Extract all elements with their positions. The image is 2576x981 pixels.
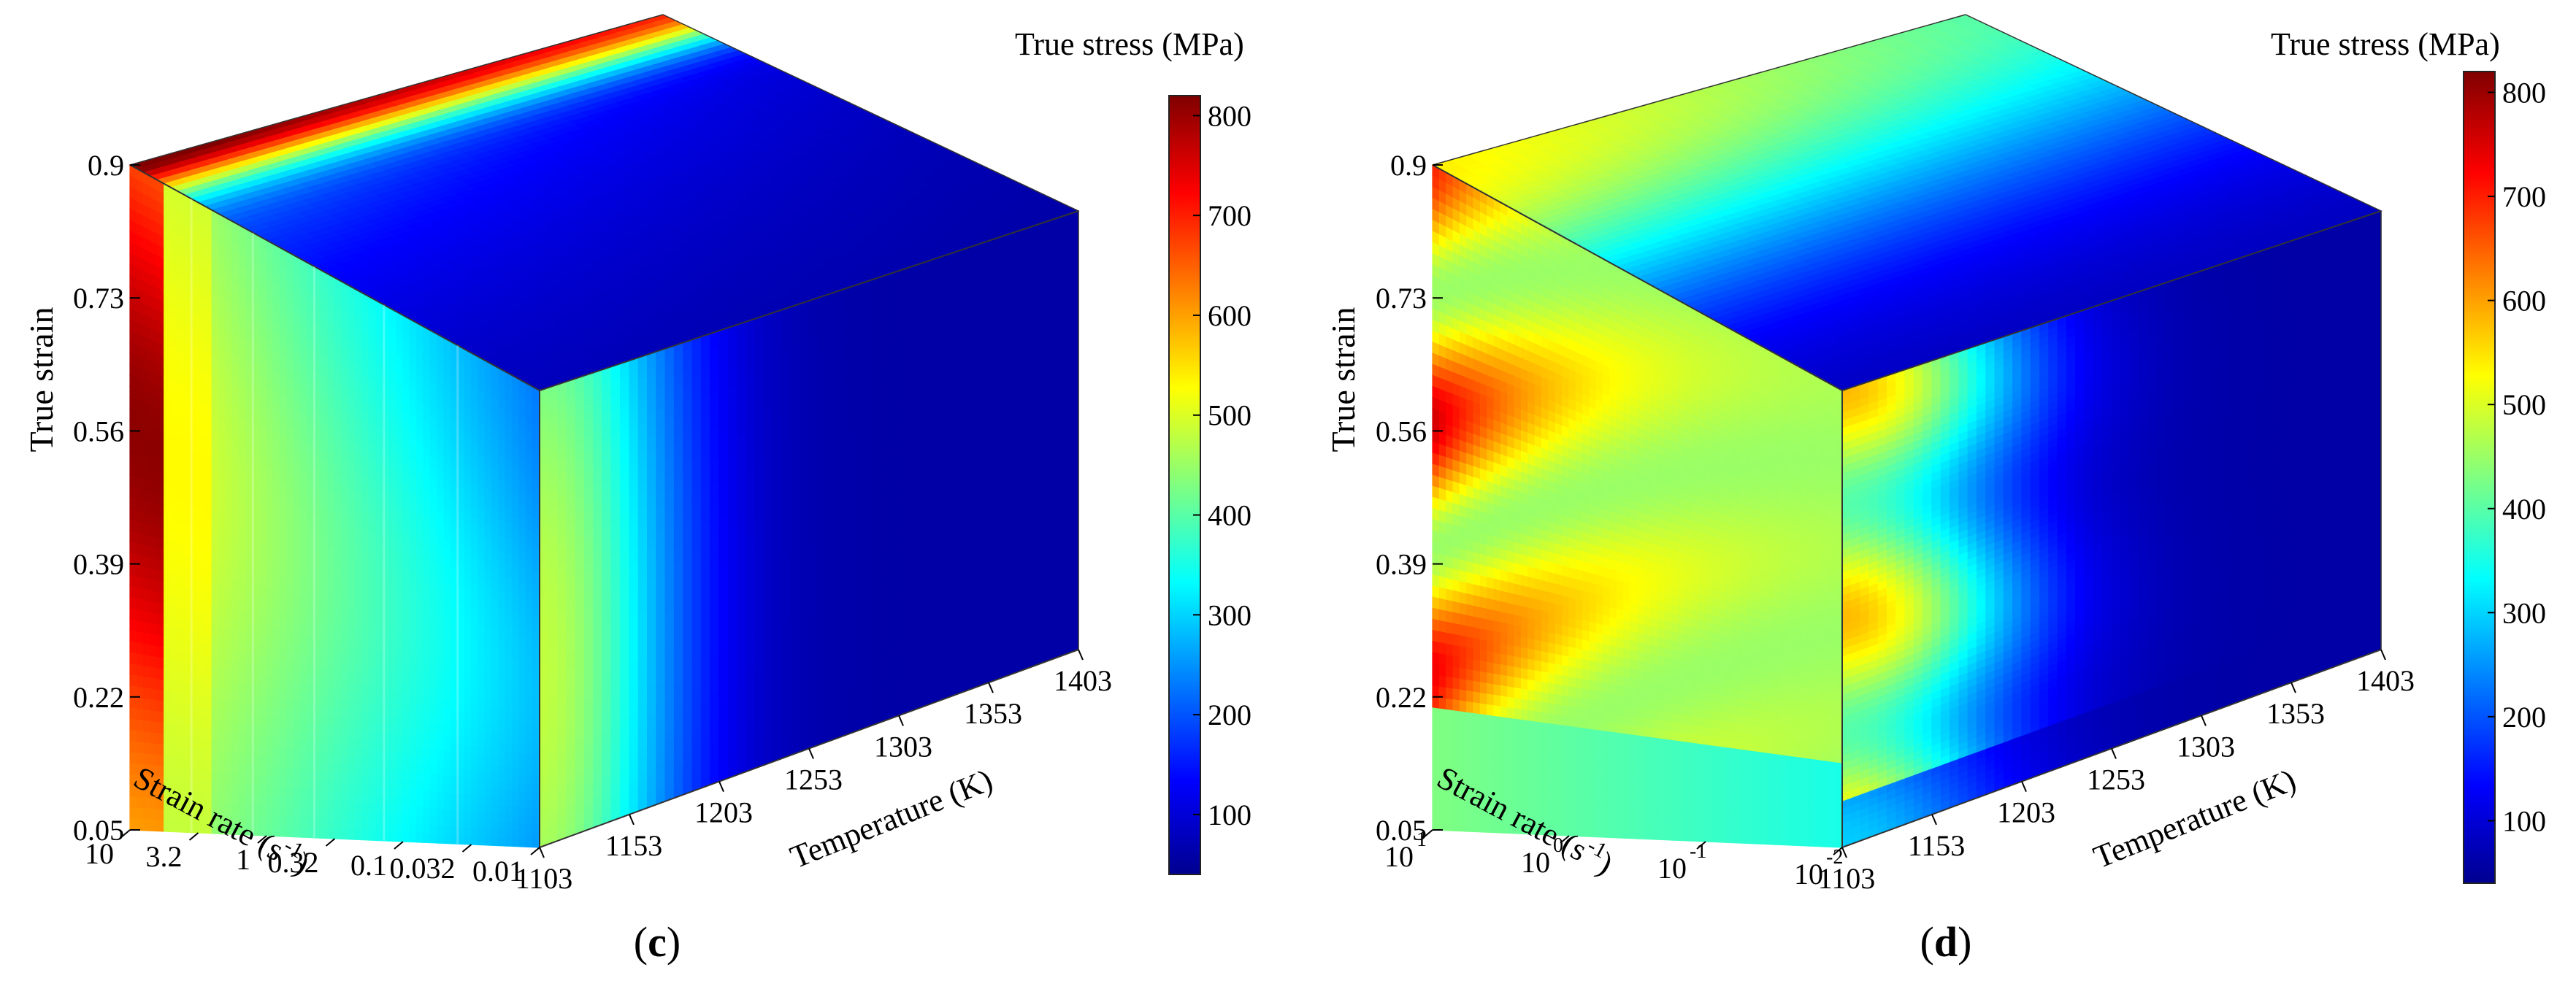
panel-d-colorbar-tick-label: 800 [2502,77,2546,109]
panel-c-colorbar-tick-label: 200 [1208,699,1251,731]
panel-d-strain-tick-label: 0.05 [1376,814,1427,847]
panel-c-colorbar-tick-label: 500 [1208,399,1251,432]
panel-d-colorbar-tick-label: 300 [2502,596,2546,629]
panel-c-strain-tick-label: 0.22 [73,681,124,714]
panel-d-temperature-tick-label: 1253 [2087,763,2145,796]
panel-d-colorbar-ticks: 100 200 300 400 500 600 700 800 [2488,77,2546,837]
panel-c-temperature-tick-label: 1403 [1054,664,1112,697]
panel-c-strain-rate-tick-label: 0.032 [390,852,456,885]
panel-d-strain-tick-label: 0.39 [1376,548,1427,581]
panel-c-strain-rate-tick-label: 1 [236,843,250,876]
panel-d-colorbar-title: True stress (MPa) [2271,26,2500,62]
panel-d-temperature-tick-label: 1303 [2177,730,2235,763]
panel-d-strain-rate-tick-base: 10 [1384,840,1414,873]
panel-d-temperature-tick-label: 1203 [1997,796,2055,829]
panel-d-strain-tick-label: 0.56 [1376,415,1427,447]
panel-d-strain-rate-tick-exponent: -1 [1690,840,1706,863]
panel-d-face-right [1841,210,2382,848]
panel-c-colorbar-tick-label: 700 [1208,199,1251,232]
panel-d-strain-rate-tick-exponent: 1 [1417,828,1427,851]
panel-c-face-top [129,14,1080,391]
panel-c-temperature-tick-label: 1353 [964,697,1022,730]
panel-d-strain-axis-label: True strain [1325,307,1362,453]
panel-c-strain-rate-tick-label: 10 [85,837,114,870]
panel-c-colorbar-ticks: 100 200 300 400 500 600 700 800 [1193,99,1251,831]
panel-d-colorbar [2463,71,2496,884]
panel-c-colorbar-title: True stress (MPa) [1015,26,1244,62]
panel-d-colorbar-tick-label: 200 [2502,701,2546,734]
panel-c-strain-tick-label: 0.9 [88,149,124,182]
panel-d-temperature-tick-label: 1353 [2266,697,2325,730]
panel-d-temperature-tick-label: 1153 [1908,829,1966,862]
panel-d-strain-rate-tick-base: 10 [1794,858,1823,890]
panel-d-cube [1431,14,2383,848]
panel-c-face-left [129,164,540,848]
panel-d-strain-rate-tick-exponent: -2 [1826,846,1843,869]
panel-d-colorbar-tick-label: 500 [2502,388,2546,421]
panel-c-colorbar [1168,95,1201,875]
panel-c-strain-rate-tick-label: 0.32 [268,846,319,879]
panel-c-face-right [539,210,1079,848]
panel-c-temperature-tick-label: 1303 [874,730,932,763]
panel-d-cube-edges [1432,14,2382,848]
panel-d-face-left [1432,164,1843,848]
panel-d-colorbar-tick-label: 100 [2502,804,2546,837]
panel-d-strain-tick-label: 0.22 [1376,681,1427,714]
panel-c-strain-tick-label: 0.56 [73,415,124,447]
panel-d-strain-tick-label: 0.73 [1376,282,1427,315]
panel-d: 0.050.220.390.560.730.910110010-110-2110… [1325,14,2546,966]
panel-d-strain-rate-tick-base: 10 [1521,846,1550,879]
panel-c-temperature-tick-label: 1103 [515,862,573,895]
panel-c-colorbar-tick-label: 600 [1208,299,1251,332]
panel-d-colorbar-tick-label: 400 [2502,493,2546,526]
panel-d-label: (d) [1920,918,1972,966]
panel-c-colorbar-tick-label: 100 [1208,799,1251,831]
panel-c-colorbar-tick-label: 400 [1208,499,1251,532]
panel-c-strain-tick-label: 0.05 [73,814,124,847]
panel-d-colorbar-tick-label: 600 [2502,285,2546,318]
panel-c-strain-rate-tick-label: 0.1 [350,849,387,882]
panel-c-colorbar-tick-label: 300 [1208,599,1251,631]
panel-c-ticks: 0.05 0.22 0.39 0.56 0.73 0.9 10 3.2 1 0.32 0.1 0.03… [73,149,1112,895]
panel-d-strain-rate-tick-base: 10 [1657,852,1687,885]
panel-c-temperature-tick-label: 1203 [694,796,753,829]
panel-c-strain-rate-tick-label: 3.2 [146,840,183,873]
panel-c-strain-rate-tick-label: 0.01 [472,855,524,888]
panel-c-label: (c) [634,918,681,966]
panel-d-temperature-tick-label: 1403 [2356,664,2415,697]
panel-c: 0.05 0.22 0.39 0.56 0.73 0.9 10 3.2 1 0.32 0.1 0.03… [23,14,1251,966]
panel-c-temperature-tick-label: 1153 [605,829,663,862]
panel-d-strain-tick-label: 0.9 [1390,149,1427,182]
panel-c-strain-axis-label: True strain [23,307,60,453]
panel-c-cube [129,14,1080,848]
panel-c-temperature-tick-label: 1253 [784,763,843,796]
panel-d-colorbar-tick-label: 700 [2502,180,2546,213]
panel-c-strain-tick-label: 0.73 [73,282,124,315]
panel-d-temperature-tick-label: 1103 [1818,862,1876,895]
panel-d-strain-rate-tick-exponent: 0 [1553,834,1563,857]
panel-c-colorbar-tick-label: 800 [1208,99,1251,132]
panel-c-strain-tick-label: 0.39 [73,548,124,581]
panel-c-cube-edges [129,14,1079,848]
panel-d-ticks: 0.050.220.390.560.730.910110010-110-2110… [1376,149,2415,895]
panel-d-face-top [1431,14,2383,391]
